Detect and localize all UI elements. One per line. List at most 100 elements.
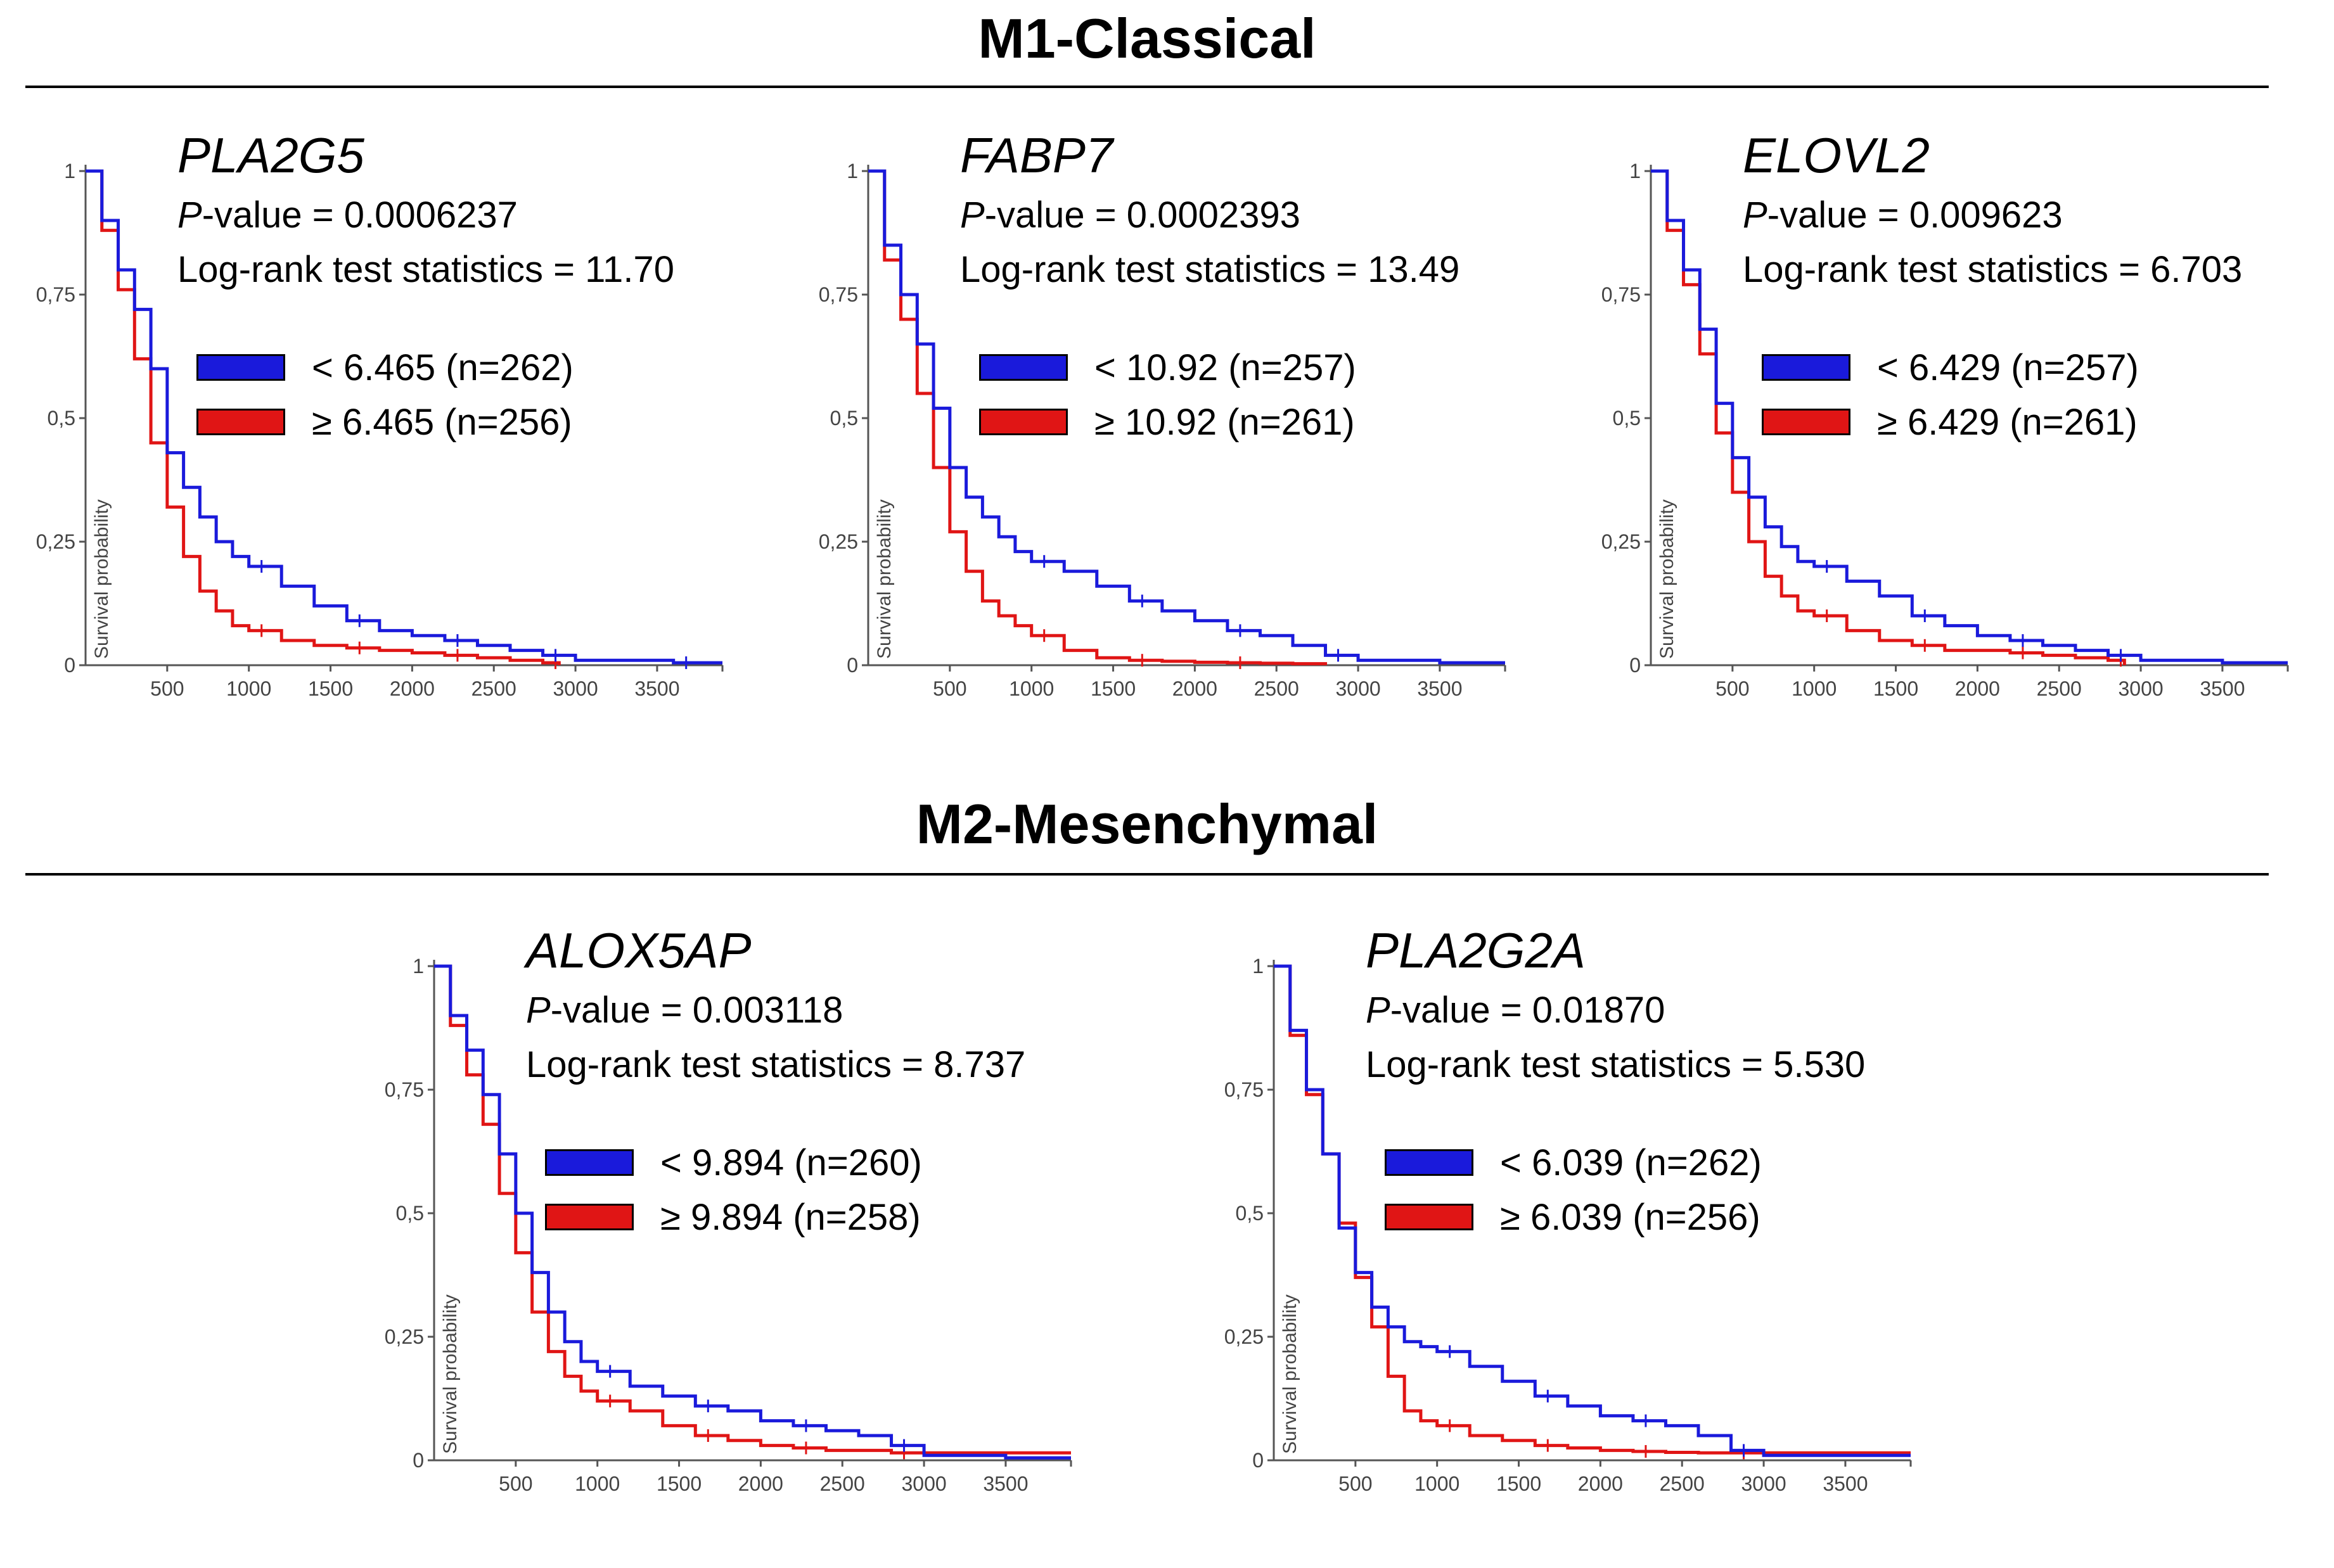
x-tick-label: 3500: [2200, 677, 2245, 700]
p-value-text: P-value = 0.0006237: [177, 194, 518, 236]
x-tick-label: 3500: [983, 1472, 1028, 1495]
log-rank-label: Log-rank test statistics =: [1743, 249, 2151, 290]
legend-swatch: [979, 354, 1068, 381]
x-tick-label: 3000: [1335, 677, 1380, 700]
km-panel-alox5ap: 0 0,25 0,5 0,75 1 500 1000 1500 2000 2500 3000 3500…: [361, 922, 1072, 1568]
p-italic: P: [960, 194, 985, 236]
km-panel-elovl2: 0 0,25 0,5 0,75 1 500 1000 1500 2000 2500 3000 3500…: [1578, 127, 2289, 773]
legend-label: ≥ 9.894 (n=258): [660, 1196, 921, 1238]
p-value-text: P-value = 0.003118: [526, 989, 843, 1031]
x-tick-label: 500: [150, 677, 184, 700]
legend-swatch: [545, 1204, 634, 1230]
legend-entry: ≥ 9.894 (n=258): [545, 1196, 921, 1238]
log-rank-value: 5.530: [1773, 1044, 1866, 1085]
section-divider-m2: [25, 873, 2269, 876]
y-axis-label: Survival probability: [1657, 499, 1677, 659]
section-title-m2: M2-Mesenchymal: [916, 793, 1378, 855]
p-italic: P: [1743, 194, 1767, 236]
x-tick-label: 2000: [1955, 677, 2000, 700]
x-tick-label: 1000: [1414, 1472, 1459, 1495]
x-tick-label: 1500: [1091, 677, 1136, 700]
legend-entry: < 6.039 (n=262): [1385, 1142, 1762, 1183]
log-rank-value: 6.703: [2150, 249, 2243, 290]
p-value-text: P-value = 0.01870: [1366, 989, 1665, 1031]
y-tick-label: 0,75: [819, 283, 858, 306]
km-curve-low: [868, 169, 1505, 665]
x-tick-label: 2000: [738, 1472, 783, 1495]
legend-entry: < 6.465 (n=262): [196, 347, 574, 388]
y-axis-label: Survival probability: [1279, 1294, 1300, 1454]
x-tick-label: 1500: [1496, 1472, 1541, 1495]
y-tick-label: 0,75: [1601, 283, 1641, 306]
y-tick-label: 0,5: [1613, 407, 1641, 430]
gene-title: PLA2G5: [177, 127, 364, 183]
gene-title: ELOVL2: [1743, 127, 1930, 183]
y-axis-label: Survival probability: [874, 499, 895, 659]
x-tick-label: 1500: [1873, 677, 1918, 700]
y-tick-label: 0,25: [385, 1325, 424, 1348]
x-tick-label: 2500: [1660, 1472, 1705, 1495]
y-tick-label: 0,75: [1224, 1078, 1264, 1101]
x-tick-label: 3000: [553, 677, 598, 700]
legend-label: ≥ 6.429 (n=261): [1877, 401, 2138, 443]
legend-swatch: [1762, 354, 1850, 381]
km-panel-pla2g5: 0 0,25 0,5 0,75 1 500 1000 1500 2000 2500 3000 3500…: [13, 127, 724, 773]
p-value-text: P-value = 0.0002393: [960, 194, 1300, 236]
p-value: 0.0002393: [1126, 194, 1300, 236]
legend-swatch: [196, 409, 285, 435]
p-label: -value =: [550, 990, 693, 1031]
y-tick-label: 0: [1629, 654, 1641, 677]
x-tick-label: 1500: [308, 677, 353, 700]
log-rank-text: Log-rank test statistics = 11.70: [177, 248, 674, 291]
x-tick-label: 3000: [901, 1472, 946, 1495]
x-tick-label: 3500: [634, 677, 679, 700]
x-tick-label: 3000: [2118, 677, 2163, 700]
p-value: 0.01870: [1532, 990, 1665, 1031]
x-tick-label: 2500: [471, 677, 516, 700]
y-tick-label: 0,25: [36, 530, 75, 553]
section-title-m1: M1-Classical: [978, 7, 1316, 70]
y-tick-label: 0,5: [48, 407, 75, 430]
log-rank-label: Log-rank test statistics =: [960, 249, 1368, 290]
x-tick-label: 3500: [1823, 1472, 1868, 1495]
log-rank-text: Log-rank test statistics = 6.703: [1743, 248, 2242, 291]
legend-entry: < 6.429 (n=257): [1762, 347, 2139, 388]
x-tick-label: 500: [499, 1472, 532, 1495]
log-rank-value: 8.737: [933, 1044, 1026, 1085]
km-curve-low: [1274, 964, 1911, 1457]
p-italic: P: [177, 194, 202, 236]
y-tick-label: 0,5: [1236, 1202, 1264, 1225]
p-value: 0.003118: [692, 990, 843, 1031]
x-tick-label: 2000: [390, 677, 435, 700]
legend-label: < 9.894 (n=260): [660, 1142, 922, 1183]
y-axis-label: Survival probability: [440, 1294, 461, 1454]
p-italic: P: [526, 990, 551, 1031]
x-tick-label: 1500: [657, 1472, 702, 1495]
legend-entry: < 10.92 (n=257): [979, 347, 1356, 388]
legend-entry: < 9.894 (n=260): [545, 1142, 922, 1183]
legend-label: < 6.429 (n=257): [1877, 347, 2139, 388]
log-rank-label: Log-rank test statistics =: [177, 249, 586, 290]
y-tick-label: 1: [1629, 160, 1641, 182]
p-value: 0.009623: [1909, 194, 2063, 236]
section-divider-m1: [25, 86, 2269, 88]
x-tick-label: 1000: [1009, 677, 1054, 700]
km-curve-low: [434, 964, 1071, 1460]
x-tick-label: 1000: [226, 677, 271, 700]
legend-label: < 6.039 (n=262): [1500, 1142, 1762, 1183]
km-curve-high: [868, 169, 1328, 666]
legend-swatch: [545, 1149, 634, 1176]
x-tick-label: 500: [1338, 1472, 1372, 1495]
legend-label: ≥ 6.039 (n=256): [1500, 1196, 1760, 1238]
km-panel-pla2g2a: 0 0,25 0,5 0,75 1 500 1000 1500 2000 2500 3000 3500…: [1201, 922, 1912, 1568]
x-tick-label: 3000: [1741, 1472, 1786, 1495]
x-tick-label: 2500: [1254, 677, 1299, 700]
legend-swatch: [1385, 1204, 1473, 1230]
log-rank-value: 13.49: [1368, 249, 1460, 290]
km-curve-low: [86, 169, 722, 665]
p-value: 0.0006237: [343, 194, 518, 236]
y-tick-label: 1: [847, 160, 858, 182]
